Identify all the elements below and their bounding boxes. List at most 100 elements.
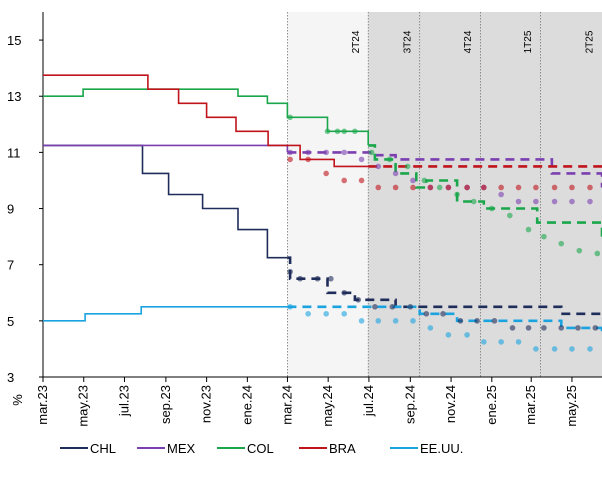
series-col-survey-point bbox=[507, 212, 513, 219]
series-chl-survey-point bbox=[341, 289, 348, 296]
series-ee-uu-survey-point bbox=[587, 346, 593, 352]
series-bra-survey-point bbox=[569, 184, 575, 191]
series-chl-actual-line bbox=[43, 144, 288, 259]
series-chl-survey-point bbox=[575, 325, 581, 331]
x-tick-label: mar.23 bbox=[35, 385, 50, 425]
series-ee-uu-survey-point bbox=[533, 346, 539, 352]
series-col-survey-point bbox=[404, 163, 411, 170]
series-ee-uu-survey-point bbox=[515, 339, 522, 345]
band-label-2t24: 2T24 bbox=[351, 30, 362, 53]
quarter-bands: 2T24 3T24 4T24 1T25 2T25 bbox=[287, 12, 602, 377]
series-chl-survey-point bbox=[440, 311, 446, 317]
band-label-3t24: 3T24 bbox=[402, 30, 413, 53]
series-col-survey-point bbox=[489, 205, 495, 212]
series-bra-survey-point bbox=[323, 170, 329, 177]
series-mex-survey-point bbox=[498, 191, 504, 198]
series-chl-market-line bbox=[287, 256, 602, 316]
survey-series bbox=[287, 114, 601, 352]
x-tick-label: jul.23 bbox=[116, 385, 131, 417]
y-tick-label: 15 bbox=[7, 33, 21, 48]
x-tick-label: mar.24 bbox=[279, 385, 294, 425]
series-chl-survey-point bbox=[389, 304, 396, 310]
series-ee-uu-survey-point bbox=[392, 318, 399, 324]
series-bra-survey-point bbox=[392, 184, 399, 191]
series-chl-survey-point bbox=[355, 296, 362, 303]
series-col-survey-point bbox=[386, 156, 393, 163]
x-tick-label: sep.24 bbox=[402, 385, 417, 424]
band-2t24 bbox=[287, 12, 369, 377]
series-mex-survey-point bbox=[323, 149, 329, 156]
series-ee-uu-survey-point bbox=[480, 339, 487, 345]
series-col-survey-point bbox=[454, 191, 460, 198]
series-ee-uu-survey-point bbox=[427, 325, 434, 331]
legend: CHL MEX COL BRA EE.UU. bbox=[60, 441, 463, 456]
series-ee-uu-survey-point bbox=[410, 318, 416, 324]
series-ee-uu-survey-point bbox=[375, 318, 382, 324]
axes bbox=[39, 12, 602, 382]
series-col-survey-point bbox=[594, 250, 601, 257]
band-label-4t24: 4T24 bbox=[463, 30, 474, 53]
series-chl-survey-point bbox=[457, 318, 464, 324]
series-col-survey-point bbox=[368, 149, 375, 156]
y-axis-label: % bbox=[10, 394, 25, 406]
series-mex-survey-point bbox=[375, 163, 382, 170]
series-ee-uu-survey-point bbox=[341, 311, 348, 317]
series-chl-survey-point bbox=[314, 275, 321, 282]
series-chl-survey-point bbox=[297, 275, 303, 282]
series-chl-survey-point bbox=[541, 325, 547, 331]
series-bra-survey-point bbox=[287, 156, 293, 163]
band-2t25 bbox=[540, 12, 602, 377]
legend-label-ee-uu: EE.UU. bbox=[420, 441, 463, 456]
x-tick-label: nov.23 bbox=[199, 385, 214, 423]
band-label-2t25: 2T25 bbox=[585, 30, 596, 53]
y-tick-label: 5 bbox=[7, 314, 14, 329]
series-bra-survey-point bbox=[427, 184, 434, 191]
y-tick-label: 9 bbox=[7, 202, 14, 217]
series-ee-uu-survey-point bbox=[445, 332, 452, 338]
series-chl-survey-point bbox=[509, 325, 516, 331]
series-bra-actual-line bbox=[43, 74, 369, 168]
series-bra-survey-point bbox=[445, 184, 452, 191]
series-col-survey-point bbox=[352, 128, 358, 135]
legend-label-chl: CHL bbox=[90, 441, 116, 456]
series-ee-uu-survey-point bbox=[287, 304, 293, 310]
series-mex-survey-point bbox=[410, 177, 416, 184]
series-col-survey-point bbox=[421, 177, 428, 184]
series-col-survey-point bbox=[341, 128, 348, 135]
x-tick-label: ene.24 bbox=[239, 385, 254, 425]
series-mex-survey-point bbox=[341, 149, 348, 156]
series-col-survey-point bbox=[436, 184, 443, 191]
series-col-survey-point bbox=[287, 114, 293, 121]
series-bra-survey-point bbox=[515, 184, 522, 191]
legend-label-mex: MEX bbox=[167, 441, 196, 456]
series-bra-survey-point bbox=[358, 177, 365, 184]
series-mex-actual-line bbox=[43, 144, 289, 153]
series-mex-survey-point bbox=[392, 170, 399, 177]
series-chl-survey-point bbox=[328, 275, 334, 282]
band-label-1t25: 1T25 bbox=[523, 30, 534, 53]
x-tick-label: mar.25 bbox=[523, 385, 538, 425]
series-chl-survey-point bbox=[423, 311, 430, 317]
band-1t25 bbox=[480, 12, 541, 377]
y-tick-label: 7 bbox=[7, 258, 14, 273]
series-mex-survey-point bbox=[533, 198, 539, 205]
series-bra-survey-point bbox=[341, 177, 348, 184]
series-mex-market-line bbox=[287, 151, 602, 188]
series-chl-survey-point bbox=[491, 318, 498, 324]
series-ee-uu-survey-point bbox=[323, 311, 329, 317]
series-chl-survey-point bbox=[592, 325, 599, 331]
series-col-survey-point bbox=[541, 233, 547, 240]
series-ee-uu-survey-point bbox=[464, 332, 470, 338]
series-col-survey-point bbox=[558, 240, 565, 247]
series-chl-survey-point bbox=[525, 325, 532, 331]
series-chl-survey-point bbox=[372, 304, 378, 310]
y-tick-label: 11 bbox=[7, 145, 21, 160]
series-mex-survey-point bbox=[515, 198, 522, 205]
series-mex-survey-point bbox=[569, 198, 575, 205]
x-tick-label: jul.24 bbox=[361, 385, 376, 417]
series-bra-survey-point bbox=[587, 184, 593, 191]
series-ee-uu-market-line bbox=[287, 305, 602, 335]
legend-label-col: COL bbox=[247, 441, 274, 456]
series-col-survey-point bbox=[525, 226, 532, 233]
